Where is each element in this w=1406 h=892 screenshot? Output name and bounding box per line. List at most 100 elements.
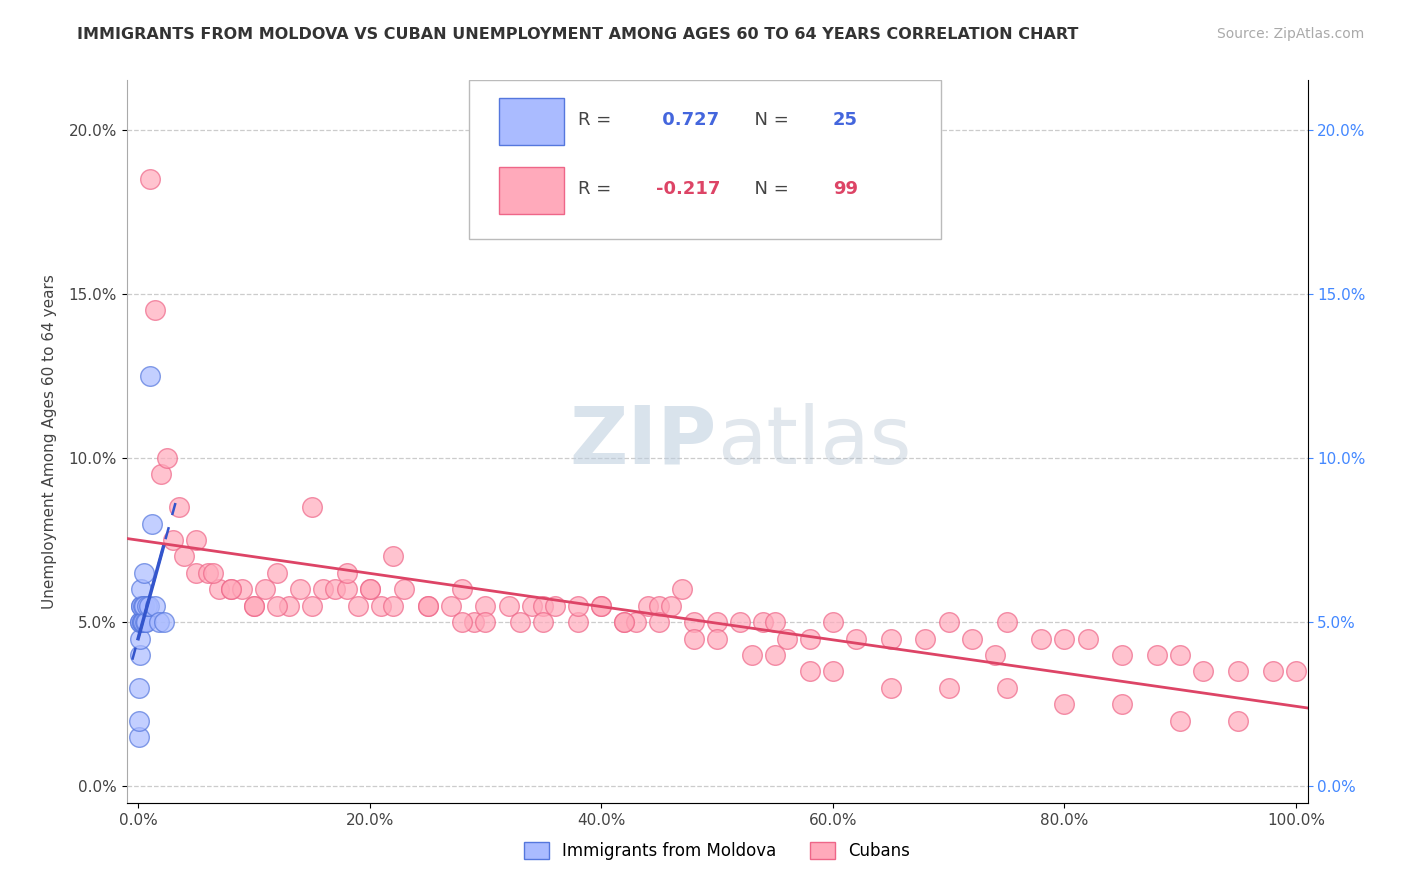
Text: 0.727: 0.727 <box>655 111 718 129</box>
Point <box>381 549 404 564</box>
Point <box>141 516 163 531</box>
Point <box>167 500 190 515</box>
FancyBboxPatch shape <box>499 167 564 214</box>
Point <box>197 566 219 580</box>
Point <box>416 599 439 613</box>
Point <box>301 500 323 515</box>
Point <box>359 582 381 597</box>
Point <box>671 582 693 597</box>
Point <box>938 615 960 630</box>
Point <box>1168 648 1191 662</box>
Point <box>451 582 474 597</box>
Point <box>131 615 153 630</box>
Point <box>763 615 786 630</box>
Text: ZIP: ZIP <box>569 402 717 481</box>
Point <box>1168 714 1191 728</box>
Point <box>821 615 844 630</box>
Point <box>231 582 253 597</box>
Point <box>150 467 173 482</box>
Point <box>145 599 167 613</box>
Point <box>136 599 159 613</box>
Point <box>128 730 150 744</box>
Point <box>335 582 357 597</box>
Point <box>416 599 439 613</box>
Point <box>243 599 266 613</box>
Text: 25: 25 <box>832 111 858 129</box>
Point <box>613 615 636 630</box>
Point <box>145 303 167 318</box>
Point <box>741 648 763 662</box>
Point <box>129 615 152 630</box>
Point <box>984 648 1007 662</box>
Text: atlas: atlas <box>717 402 911 481</box>
Point <box>148 615 170 630</box>
Text: R =: R = <box>578 179 617 198</box>
Point <box>474 599 496 613</box>
Point <box>567 599 589 613</box>
Point <box>128 632 150 646</box>
Point <box>347 599 370 613</box>
Point <box>995 615 1018 630</box>
Point <box>799 632 821 646</box>
Point <box>335 566 357 580</box>
Point <box>659 599 682 613</box>
Point <box>312 582 335 597</box>
Point <box>567 615 589 630</box>
Point <box>138 171 160 186</box>
Point <box>1227 665 1250 679</box>
Point <box>323 582 346 597</box>
Point <box>509 615 531 630</box>
Point <box>880 632 903 646</box>
Point <box>134 566 156 580</box>
Point <box>1053 632 1076 646</box>
Point <box>775 632 797 646</box>
Point <box>613 615 636 630</box>
Point <box>706 632 728 646</box>
Point <box>266 566 288 580</box>
Point <box>880 681 903 695</box>
Point <box>254 582 277 597</box>
Point <box>1111 648 1133 662</box>
Point <box>1053 698 1076 712</box>
Point <box>1227 714 1250 728</box>
Point <box>914 632 936 646</box>
Point <box>202 566 225 580</box>
Point <box>1077 632 1099 646</box>
Point <box>152 615 174 630</box>
Point <box>440 599 463 613</box>
Point <box>243 599 266 613</box>
Point <box>938 681 960 695</box>
Point <box>370 599 392 613</box>
Point <box>129 599 152 613</box>
Point <box>1146 648 1168 662</box>
Y-axis label: Unemployment Among Ages 60 to 64 years: Unemployment Among Ages 60 to 64 years <box>42 274 58 609</box>
Point <box>219 582 242 597</box>
Text: IMMIGRANTS FROM MOLDOVA VS CUBAN UNEMPLOYMENT AMONG AGES 60 TO 64 YEARS CORRELAT: IMMIGRANTS FROM MOLDOVA VS CUBAN UNEMPLO… <box>77 27 1078 42</box>
Point <box>648 599 671 613</box>
Point <box>683 615 706 630</box>
Point <box>129 615 152 630</box>
Point <box>531 615 554 630</box>
Point <box>290 582 312 597</box>
Text: -0.217: -0.217 <box>655 179 720 198</box>
Text: N =: N = <box>742 111 794 129</box>
Point <box>706 615 728 630</box>
Point <box>138 368 160 383</box>
Point <box>277 599 299 613</box>
Point <box>394 582 416 597</box>
Text: 99: 99 <box>832 179 858 198</box>
Point <box>498 599 520 613</box>
Point <box>637 599 659 613</box>
Point <box>683 632 706 646</box>
Point <box>128 648 150 662</box>
Point <box>531 599 554 613</box>
Point <box>184 533 207 547</box>
Point <box>648 615 671 630</box>
Point <box>132 599 155 613</box>
Point <box>728 615 751 630</box>
Legend: Immigrants from Moldova, Cubans: Immigrants from Moldova, Cubans <box>517 835 917 867</box>
Point <box>128 681 150 695</box>
Point <box>763 648 786 662</box>
Point <box>821 665 844 679</box>
Point <box>451 615 474 630</box>
